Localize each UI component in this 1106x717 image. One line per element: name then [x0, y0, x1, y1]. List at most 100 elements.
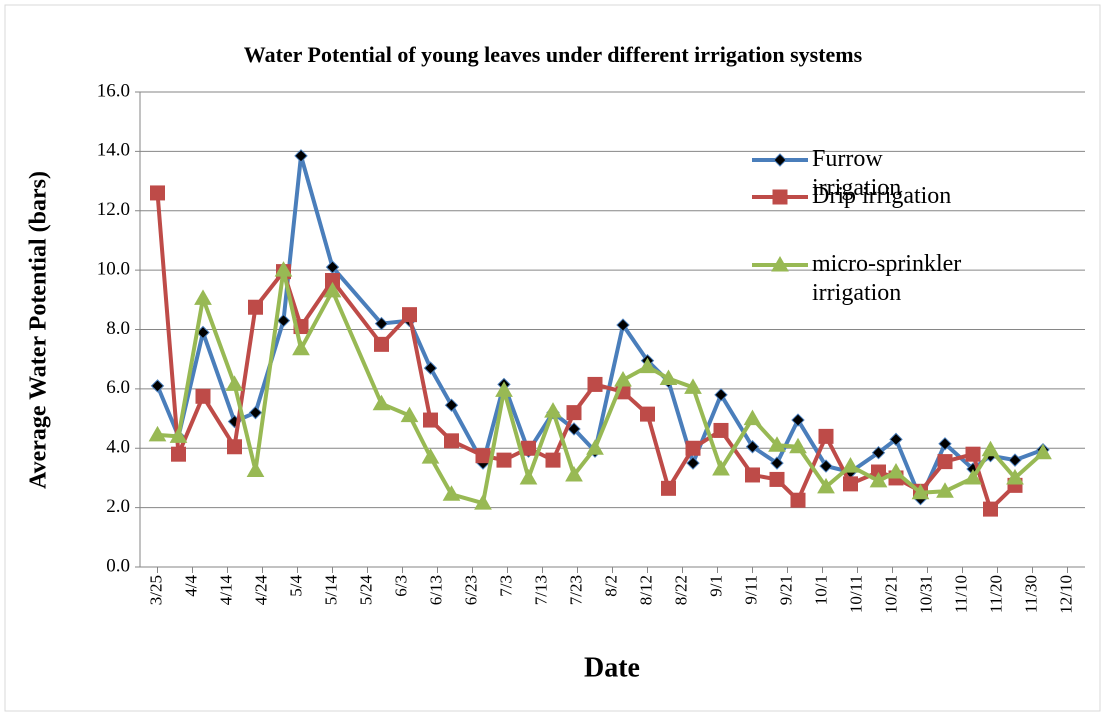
data-point	[374, 316, 389, 331]
y-tick-label: 12.0	[97, 199, 130, 220]
data-point	[768, 436, 786, 452]
data-point	[248, 299, 263, 315]
x-tick-label: 7/3	[496, 575, 515, 597]
x-tick-label: 4/24	[251, 575, 270, 606]
data-point	[790, 492, 806, 508]
y-tick-label: 14.0	[97, 140, 130, 161]
chart-title: Water Potential of young leaves under di…	[244, 42, 863, 67]
x-tick-label: 7/13	[531, 575, 550, 605]
data-point	[965, 446, 981, 462]
data-point	[713, 422, 729, 438]
data-point	[686, 456, 700, 470]
data-point	[791, 413, 805, 427]
data-point	[423, 412, 438, 428]
data-point	[495, 381, 513, 397]
data-point	[246, 461, 265, 478]
data-point	[194, 289, 212, 305]
data-point	[442, 485, 461, 501]
data-point	[171, 446, 186, 462]
data-point	[871, 445, 886, 460]
x-tick-label: 8/22	[671, 575, 690, 605]
chart-border	[4, 4, 1101, 712]
data-point	[402, 307, 417, 323]
x-tick-label: 10/31	[916, 575, 935, 614]
data-point	[423, 361, 438, 375]
x-tick-label: 8/12	[636, 575, 655, 605]
data-point	[770, 456, 784, 470]
data-point	[638, 357, 657, 374]
legend-label: micro-sprinkler irrigation	[812, 251, 962, 306]
data-point	[292, 339, 310, 356]
data-point	[911, 483, 930, 500]
y-tick-label: 16.0	[97, 80, 130, 101]
data-point	[818, 428, 834, 444]
x-tick-label: 9/21	[776, 575, 795, 605]
legend-marker	[773, 153, 787, 167]
y-axis-title: Average Water Potential (bars)	[26, 171, 52, 489]
x-tick-label: 11/30	[1021, 575, 1040, 613]
data-point	[640, 406, 655, 422]
data-point	[169, 427, 188, 443]
x-axis-title: Date	[584, 652, 640, 683]
data-point	[981, 440, 1000, 457]
x-tick-label: 10/1	[811, 575, 830, 605]
data-point	[150, 185, 165, 201]
y-tick-label: 6.0	[106, 377, 130, 398]
x-tick-label: 5/4	[286, 575, 305, 597]
y-tick-label: 2.0	[106, 496, 130, 517]
data-point	[444, 398, 459, 412]
data-point	[743, 409, 762, 426]
data-point	[817, 477, 835, 494]
x-tick-label: 10/11	[846, 575, 865, 613]
x-tick-label: 6/3	[391, 575, 410, 597]
x-tick-label: 11/20	[986, 575, 1005, 613]
data-point	[227, 439, 242, 455]
data-point	[195, 388, 211, 404]
data-point	[148, 425, 167, 442]
data-point	[684, 378, 702, 394]
data-point	[374, 336, 389, 352]
x-tick-label: 3/25	[146, 575, 165, 605]
data-point	[819, 459, 833, 473]
data-point	[544, 402, 562, 418]
data-point	[421, 448, 440, 464]
x-tick-label: 5/24	[356, 575, 375, 606]
data-point	[745, 440, 760, 454]
y-tick-label: 0.0	[106, 555, 130, 576]
data-point	[936, 482, 954, 498]
data-point	[843, 476, 858, 492]
x-tick-label: 11/10	[951, 575, 970, 613]
data-point	[685, 440, 701, 456]
legend-marker	[772, 189, 788, 205]
data-point	[565, 465, 583, 482]
data-point	[938, 437, 952, 451]
data-point	[586, 439, 604, 455]
x-tick-label: 12/10	[1056, 575, 1075, 614]
x-tick-label: 5/14	[321, 575, 340, 606]
data-point	[294, 149, 308, 163]
data-point	[616, 318, 630, 332]
data-point	[274, 261, 293, 277]
data-point	[475, 448, 491, 464]
y-tick-label: 8.0	[106, 318, 130, 339]
data-point	[225, 375, 244, 391]
x-tick-label: 4/14	[216, 575, 235, 606]
data-point	[661, 480, 676, 496]
x-tick-label: 7/23	[566, 575, 585, 605]
data-point	[248, 405, 263, 420]
x-tick-label: 9/1	[706, 575, 725, 597]
data-point	[983, 501, 998, 517]
data-point	[1006, 468, 1024, 485]
data-point	[276, 313, 291, 328]
data-point	[519, 468, 538, 485]
data-point	[372, 394, 391, 411]
legend-label: Drip irrigation	[812, 183, 952, 209]
data-point	[474, 494, 492, 510]
data-point	[887, 462, 905, 479]
data-point	[712, 460, 730, 476]
data-point	[869, 471, 888, 488]
data-point	[769, 471, 785, 487]
x-tick-label: 6/23	[461, 575, 480, 605]
